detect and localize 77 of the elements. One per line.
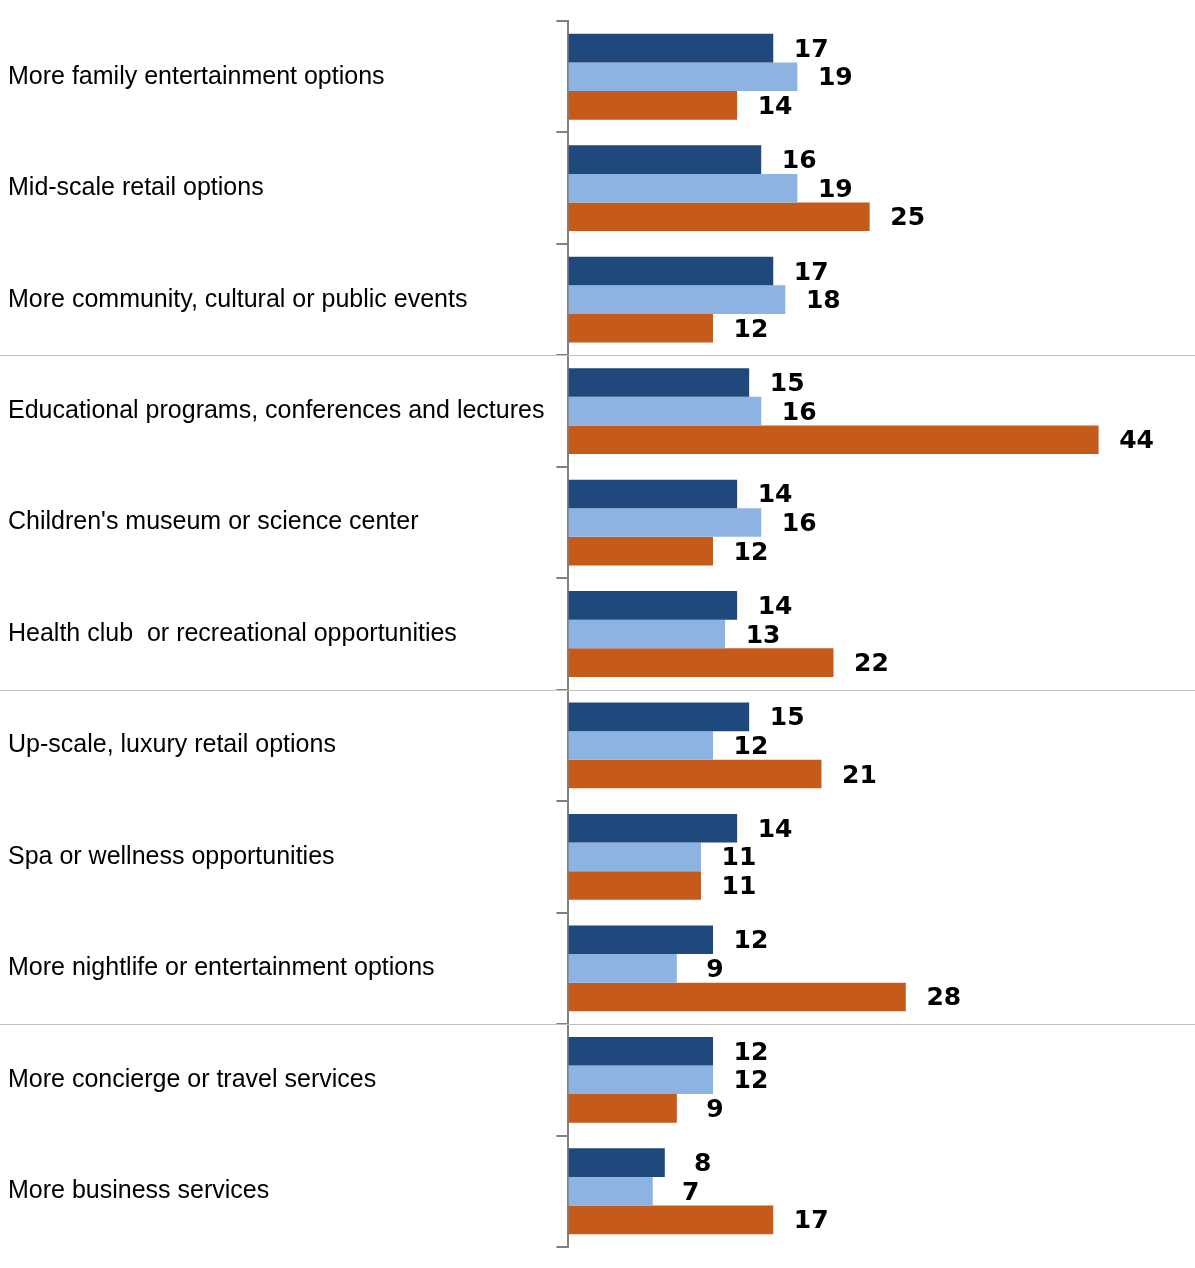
bar xyxy=(568,536,714,566)
data-label: 21 xyxy=(842,759,877,789)
data-label: 14 xyxy=(757,813,793,843)
data-label: 17 xyxy=(793,33,829,63)
bar xyxy=(568,1094,677,1123)
y-tick-label: Health club or recreational opportunities xyxy=(8,617,457,646)
bar xyxy=(568,871,701,900)
bar xyxy=(568,425,1099,454)
data-label: 14 xyxy=(757,90,793,120)
data-label: 16 xyxy=(781,145,817,175)
y-tick-label: Children's museum or science center xyxy=(8,506,419,535)
bar xyxy=(568,396,762,426)
data-label: 12 xyxy=(733,313,769,343)
y-tick-label: Spa or wellness opportunities xyxy=(8,840,335,869)
data-label: 19 xyxy=(817,62,853,92)
bar xyxy=(568,1205,774,1235)
y-tick-label: More community, cultural or public events xyxy=(8,283,468,312)
bar xyxy=(568,954,677,983)
data-label: 9 xyxy=(706,1093,724,1123)
bar xyxy=(568,256,774,286)
data-label: 8 xyxy=(694,1148,712,1178)
data-label: 12 xyxy=(733,1036,769,1066)
y-tick-label: Educational programs, conferences and lectures xyxy=(8,394,545,423)
data-label: 15 xyxy=(769,367,805,397)
bar xyxy=(568,814,738,843)
bar xyxy=(568,648,834,677)
y-tick-label: Up-scale, luxury retail options xyxy=(8,729,336,758)
data-label: 16 xyxy=(781,396,817,426)
bar xyxy=(568,285,786,314)
data-label: 12 xyxy=(733,1065,769,1095)
y-tick-label: More concierge or travel services xyxy=(8,1063,377,1092)
data-label: 14 xyxy=(757,479,793,509)
bar xyxy=(568,202,870,232)
data-label: 11 xyxy=(721,871,757,901)
bar xyxy=(568,33,774,63)
data-label: 18 xyxy=(805,285,841,315)
bar xyxy=(568,842,701,872)
data-label: 13 xyxy=(745,619,781,649)
data-label: 28 xyxy=(926,982,962,1012)
bar xyxy=(568,925,714,955)
y-tick-label: More nightlife or entertainment options xyxy=(8,952,435,981)
bar xyxy=(568,759,822,789)
bar xyxy=(568,368,750,397)
bar xyxy=(568,1036,714,1066)
bar xyxy=(568,508,762,537)
data-label: 25 xyxy=(890,202,926,232)
bar xyxy=(568,982,906,1012)
bar xyxy=(568,731,714,760)
bar xyxy=(568,619,726,649)
data-label: 7 xyxy=(682,1176,700,1206)
bar xyxy=(568,145,762,174)
y-tick-label: Mid-scale retail options xyxy=(8,172,264,201)
bar xyxy=(568,591,738,620)
y-tick-label: More business services xyxy=(8,1175,270,1204)
data-label: 9 xyxy=(706,953,724,983)
data-label: 15 xyxy=(769,702,805,732)
bar xyxy=(568,313,714,343)
data-label: 12 xyxy=(733,536,769,566)
bar xyxy=(568,173,798,203)
data-label: 17 xyxy=(793,256,829,286)
data-label: 22 xyxy=(854,648,889,678)
bar xyxy=(568,1065,714,1095)
bar xyxy=(568,91,738,120)
bar xyxy=(568,62,798,92)
data-label: 44 xyxy=(1119,425,1154,455)
bar xyxy=(568,702,750,732)
data-label: 14 xyxy=(757,590,793,620)
data-label: 16 xyxy=(781,508,817,538)
bar xyxy=(568,479,738,509)
data-label: 12 xyxy=(733,730,769,760)
bar xyxy=(568,1176,653,1206)
data-label: 11 xyxy=(721,842,757,872)
data-label: 19 xyxy=(817,173,853,203)
bar xyxy=(568,1148,665,1177)
data-label: 17 xyxy=(793,1205,829,1235)
data-label: 12 xyxy=(733,925,769,955)
y-tick-label: More family entertainment options xyxy=(8,60,385,89)
